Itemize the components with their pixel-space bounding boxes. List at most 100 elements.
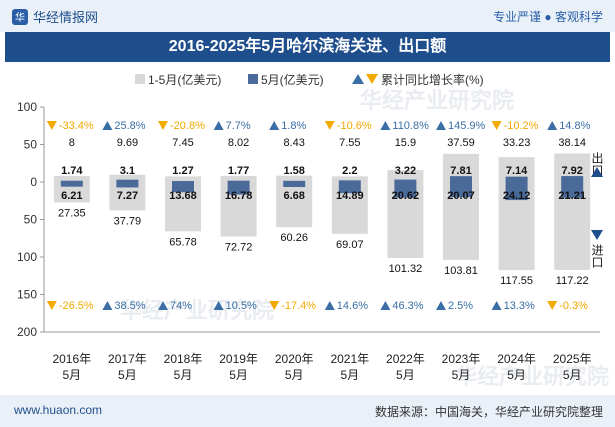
export-side-label: 出口 [590, 152, 604, 176]
import-cum-label: 69.07 [336, 239, 364, 251]
export-month-label: 7.92 [561, 165, 582, 177]
import-month-bar [116, 182, 139, 188]
export-cum-label: 7.55 [339, 137, 360, 149]
export-cum-label: 9.69 [117, 137, 138, 149]
growth-up-icon [269, 121, 280, 130]
legend-label-growth: 累计同比增长率(%) [381, 72, 484, 87]
import-cum-label: 60.26 [280, 232, 308, 244]
y-tick-label: 100 [17, 250, 37, 264]
export-month-label: 7.81 [450, 165, 471, 177]
import-month-label: 24.12 [503, 190, 531, 202]
growth-label: 13.3% [504, 300, 535, 312]
legend-down-icon [366, 74, 378, 84]
export-month-bar [60, 180, 83, 182]
export-cum-bar [331, 176, 368, 182]
footer-site[interactable]: www.huaon.com [14, 403, 103, 417]
legend-up-icon [352, 74, 364, 84]
export-month-label: 3.1 [120, 165, 135, 177]
watermark: 华经产业研究院 [455, 364, 609, 389]
export-month-bar [505, 176, 528, 182]
site-name: 华经情报网 [33, 10, 99, 25]
category-label: 2019年 [219, 352, 258, 366]
import-month-label: 6.21 [61, 190, 82, 202]
category-label: 5月 [396, 368, 415, 382]
growth-up-icon [158, 301, 168, 310]
chart-title: 2016-2025年5月哈尔滨海关进、出口额 [5, 32, 610, 62]
y-tick-label: 0 [30, 175, 37, 189]
y-tick-label: 100 [17, 100, 37, 114]
import-cum-label: 72.72 [225, 242, 253, 254]
import-month-label: 7.27 [117, 190, 138, 202]
category-label: 5月 [62, 368, 81, 382]
import-month-label: 20.62 [392, 190, 420, 202]
export-cum-bar [220, 175, 257, 182]
export-cum-bar [53, 176, 90, 182]
export-month-bar [283, 180, 306, 182]
export-month-label: 1.74 [61, 165, 83, 177]
growth-down-icon [158, 121, 168, 130]
export-month-label: 1.27 [172, 165, 193, 177]
growth-label: 14.8% [559, 120, 590, 132]
y-tick-label: 150 [17, 288, 37, 302]
import-cum-label: 117.22 [556, 275, 589, 287]
growth-up-icon [213, 301, 224, 310]
growth-label: 74% [170, 300, 192, 312]
category-label: 5月 [452, 368, 471, 382]
import-month-label: 20.07 [447, 190, 475, 202]
growth-down-icon [46, 301, 57, 310]
growth-label: 7.7% [226, 120, 251, 132]
import-month-bar [450, 182, 472, 198]
export-cum-label: 7.45 [172, 137, 193, 149]
growth-label: 46.3% [392, 300, 423, 312]
legend-label-cum: 1-5月(亿美元) [148, 72, 221, 87]
category-label: 5月 [507, 368, 526, 382]
import-cum-label: 103.81 [444, 265, 478, 277]
export-month-bar [338, 180, 361, 182]
growth-down-icon [46, 121, 57, 130]
export-month-label: 1.58 [283, 165, 304, 177]
export-cum-bar [109, 174, 146, 182]
export-month-bar [227, 180, 250, 182]
growth-up-icon [436, 301, 446, 310]
import-month-bar [172, 182, 194, 193]
export-month-bar [116, 179, 139, 182]
import-month-label: 6.68 [283, 190, 304, 202]
growth-label: -10.6% [337, 120, 372, 132]
import-cum-label: 117.55 [500, 275, 533, 287]
category-label: 2017年 [108, 352, 147, 366]
import-cum-label: 65.78 [169, 236, 197, 248]
growth-label: 38.5% [114, 300, 145, 312]
growth-up-icon [547, 121, 558, 130]
brand[interactable]: 华 华经情报网 [12, 7, 98, 26]
growth-down-icon [324, 121, 335, 130]
import-month-bar [283, 182, 306, 188]
export-cum-label: 8 [69, 137, 75, 149]
category-label: 5月 [174, 368, 193, 382]
export-cum-label: 8.02 [228, 137, 249, 149]
import-cum-bar [276, 182, 313, 228]
footer-source: 数据来源：中国海关，华经产业研究院整理 [374, 405, 603, 419]
growth-down-icon [491, 121, 502, 130]
export-month-label: 2.2 [342, 165, 357, 177]
import-month-label: 16.78 [225, 190, 253, 202]
export-cum-label: 37.59 [447, 137, 475, 149]
export-month-label: 3.22 [395, 165, 416, 177]
export-month-bar [172, 181, 194, 182]
category-label: 5月 [118, 368, 137, 382]
category-label: 5月 [563, 368, 582, 382]
category-label: 5月 [340, 368, 359, 382]
import-month-bar [394, 182, 417, 198]
y-tick-label: 50 [24, 138, 38, 152]
legend-swatch-month [248, 74, 258, 84]
growth-label: -17.4% [281, 300, 316, 312]
category-label: 2021年 [330, 352, 369, 366]
y-tick-label: 200 [17, 325, 37, 339]
y-tick-label: 50 [24, 213, 38, 227]
growth-label: 14.6% [337, 300, 368, 312]
growth-label: -26.5% [59, 300, 94, 312]
category-label: 2016年 [52, 352, 91, 366]
export-cum-bar [165, 176, 201, 182]
growth-label: 2.5% [448, 300, 473, 312]
export-cum-bar [276, 175, 313, 182]
